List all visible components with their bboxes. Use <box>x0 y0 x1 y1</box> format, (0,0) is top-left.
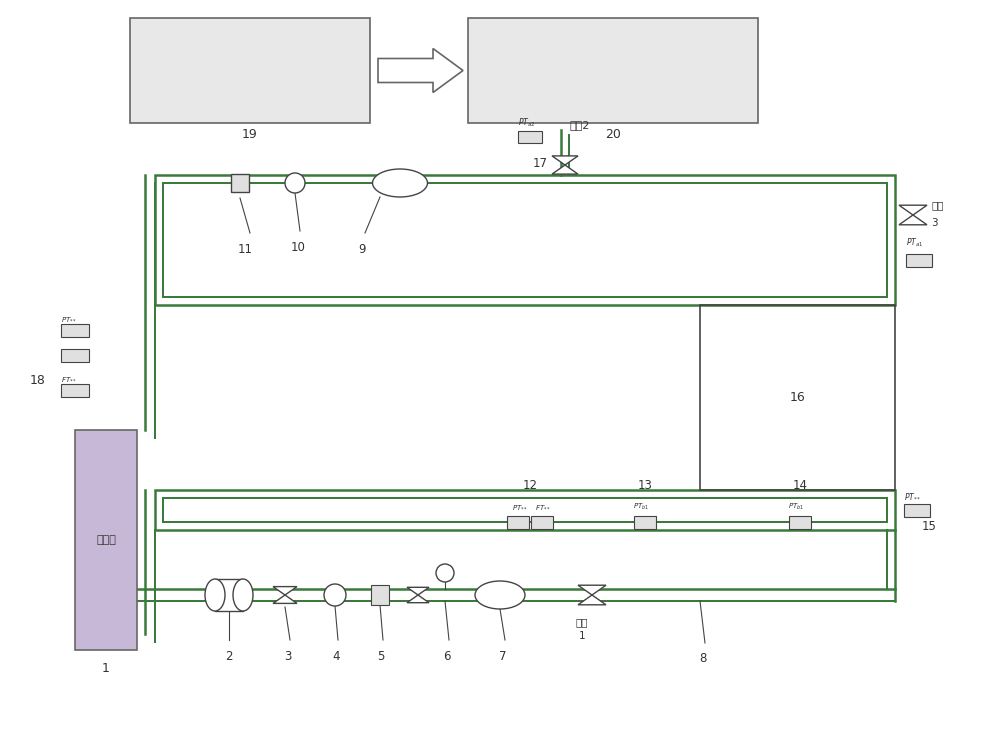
Bar <box>904 503 930 517</box>
Polygon shape <box>273 587 297 595</box>
Ellipse shape <box>372 169 428 197</box>
Ellipse shape <box>475 581 525 609</box>
Polygon shape <box>899 215 927 224</box>
Text: 20: 20 <box>605 128 621 141</box>
Text: 19: 19 <box>242 128 258 141</box>
Polygon shape <box>552 156 578 165</box>
Polygon shape <box>378 49 463 93</box>
Bar <box>163 498 887 522</box>
Text: 储油站: 储油站 <box>96 535 116 545</box>
Bar <box>163 183 887 297</box>
Text: 17: 17 <box>532 157 548 170</box>
Bar <box>507 515 529 528</box>
Bar <box>61 349 89 361</box>
Text: $PT_{**}$: $PT_{**}$ <box>512 503 528 511</box>
Text: $PT_{a2}$: $PT_{a2}$ <box>518 117 535 130</box>
Text: $FT_{**}$: $FT_{**}$ <box>61 375 77 383</box>
Bar <box>155 490 895 530</box>
Bar <box>371 585 389 605</box>
Circle shape <box>285 173 305 193</box>
Bar <box>789 515 811 528</box>
Text: 10: 10 <box>291 241 305 254</box>
Text: 7: 7 <box>499 650 507 663</box>
Text: $PT_{**}$: $PT_{**}$ <box>904 491 921 500</box>
Text: $PT_{a1}$: $PT_{a1}$ <box>906 237 923 250</box>
Text: 6: 6 <box>443 650 451 663</box>
Text: 1: 1 <box>102 662 110 675</box>
Polygon shape <box>407 587 429 595</box>
Text: 阀门: 阀门 <box>576 617 588 627</box>
Text: 阀门: 阀门 <box>931 200 944 210</box>
Bar <box>906 253 932 266</box>
Ellipse shape <box>205 579 225 611</box>
Bar <box>231 174 249 192</box>
Text: $FT_{**}$: $FT_{**}$ <box>535 503 551 511</box>
Text: 1: 1 <box>579 631 585 641</box>
Text: $PT_{b1}$: $PT_{b1}$ <box>633 502 649 512</box>
Text: 12: 12 <box>522 479 538 492</box>
Circle shape <box>436 564 454 582</box>
Text: 15: 15 <box>922 520 937 533</box>
Text: 阀门2: 阀门2 <box>570 120 590 130</box>
Polygon shape <box>578 585 606 595</box>
Circle shape <box>324 584 346 606</box>
Text: 8: 8 <box>699 652 707 665</box>
Bar <box>130 18 370 123</box>
Polygon shape <box>407 595 429 603</box>
Bar <box>215 579 243 611</box>
Text: 2: 2 <box>225 650 233 663</box>
Bar <box>531 515 553 528</box>
Polygon shape <box>578 595 606 605</box>
Text: 14: 14 <box>792 479 808 492</box>
Bar <box>61 383 89 397</box>
Bar <box>75 430 137 650</box>
Text: $PT_{b1}$: $PT_{b1}$ <box>788 502 804 512</box>
Bar <box>61 324 89 336</box>
Text: 13: 13 <box>638 479 652 492</box>
Polygon shape <box>899 205 927 215</box>
Text: 16: 16 <box>790 391 805 404</box>
Text: 5: 5 <box>377 650 385 663</box>
Ellipse shape <box>233 579 253 611</box>
Text: 3: 3 <box>931 218 938 228</box>
Text: $PT_{**}$: $PT_{**}$ <box>61 315 77 323</box>
Text: 18: 18 <box>30 373 46 386</box>
Text: 3: 3 <box>284 650 292 663</box>
Bar <box>700 305 895 490</box>
Bar <box>468 18 758 123</box>
Text: 9: 9 <box>358 243 366 256</box>
Text: 4: 4 <box>332 650 340 663</box>
Polygon shape <box>273 595 297 604</box>
Bar <box>518 131 542 143</box>
Bar <box>634 515 656 528</box>
Polygon shape <box>552 165 578 174</box>
Text: 11: 11 <box>238 243 252 256</box>
Bar <box>155 175 895 305</box>
